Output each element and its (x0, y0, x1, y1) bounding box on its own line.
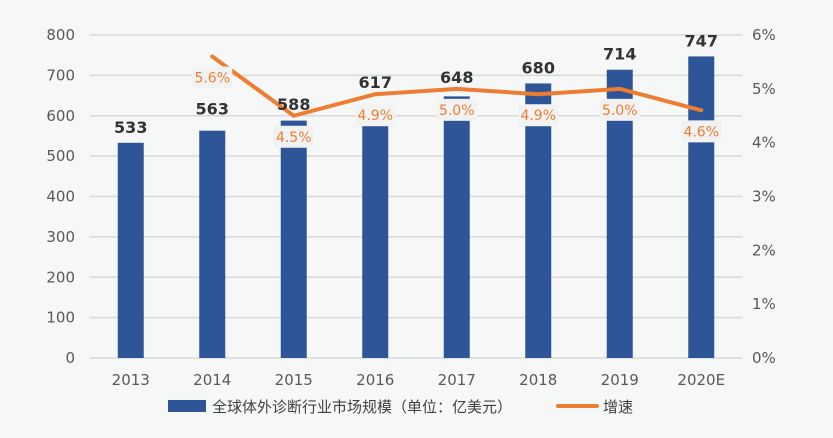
growth-value-label: 5.6% (194, 71, 230, 87)
legend-bar-label: 全球体外诊断行业市场规模（单位：亿美元） (212, 398, 512, 416)
x-tick: 2015 (275, 371, 313, 389)
x-tick: 2018 (519, 371, 557, 389)
y-left-tick: 500 (46, 147, 75, 165)
bar (525, 83, 552, 358)
growth-label-box (436, 98, 477, 121)
y-left-tick: 400 (46, 188, 75, 206)
bar (362, 108, 389, 358)
growth-value-label: 4.5% (276, 130, 312, 146)
y-right-tick: 1% (752, 295, 776, 313)
bar (199, 130, 226, 358)
y-right-tick: 0% (752, 349, 776, 367)
bar-value-label: 747 (685, 31, 718, 50)
y-right-tick: 6% (752, 26, 776, 44)
y-right-tick: 4% (752, 134, 776, 152)
growth-label-box (273, 125, 314, 148)
growth-value-label: 4.9% (520, 108, 556, 124)
y-left-tick: 100 (46, 309, 75, 327)
bar-value-label: 617 (359, 73, 392, 92)
x-tick: 2013 (112, 371, 150, 389)
x-tick: 2017 (438, 371, 476, 389)
bar-value-label: 714 (603, 45, 636, 64)
growth-label-box (518, 104, 559, 127)
bar-value-label: 680 (522, 58, 555, 77)
y-left-tick: 0 (65, 349, 75, 367)
y-right-tick: 2% (752, 241, 776, 259)
bar-value-label: 533 (114, 118, 147, 137)
x-tick: 2019 (601, 371, 639, 389)
bar (280, 120, 307, 358)
bar (688, 56, 715, 359)
growth-line (210, 54, 704, 118)
growth-value-label: 5.0% (439, 103, 475, 119)
growth-label-box (681, 120, 722, 143)
growth-label-box (192, 66, 233, 89)
bar (443, 96, 470, 359)
bar-value-label: 563 (196, 100, 229, 119)
x-tick: 2020E (677, 371, 725, 389)
y-left-tick: 200 (46, 268, 75, 286)
y-left-tick: 300 (46, 228, 75, 246)
y-left-tick: 700 (46, 66, 75, 84)
bar (117, 142, 144, 358)
growth-value-label: 4.6% (683, 124, 719, 140)
x-tick: 2016 (356, 371, 394, 389)
growth-value-label: 5.0% (602, 103, 638, 119)
bar-value-label: 648 (440, 68, 473, 87)
y-right-tick: 5% (752, 80, 776, 98)
growth-label-box (355, 104, 396, 127)
growth-value-label: 4.9% (357, 108, 393, 124)
y-left-tick: 800 (46, 26, 75, 44)
legend-line-label: 增速 (603, 398, 633, 416)
x-tick: 2014 (193, 371, 231, 389)
growth-label-box (599, 98, 640, 121)
y-left-tick: 600 (46, 107, 75, 125)
y-right-tick: 3% (752, 188, 776, 206)
legend-bar-swatch (168, 400, 206, 412)
bar-value-label: 588 (277, 95, 310, 114)
